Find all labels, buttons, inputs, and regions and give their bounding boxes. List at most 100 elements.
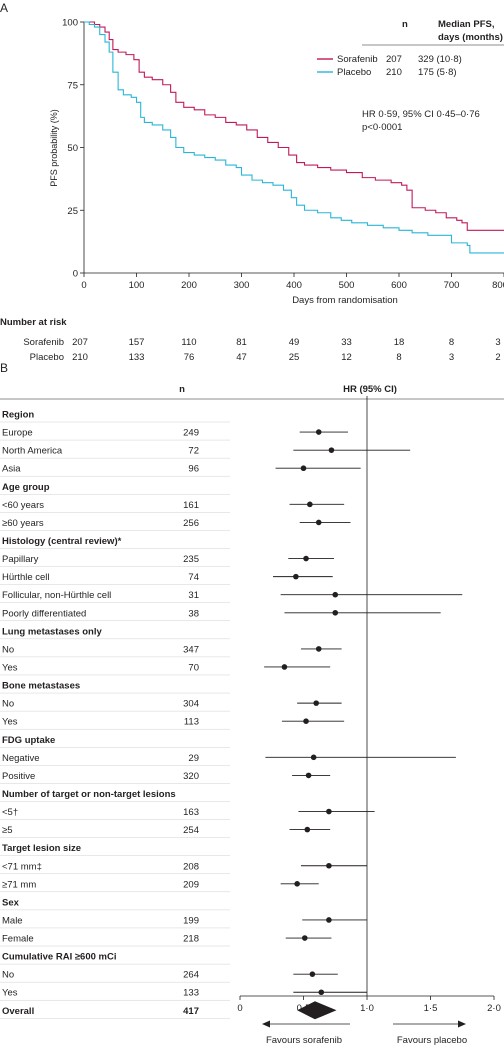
forest-point [305,772,312,779]
km-legend: n Median PFS, days (months) Sorafenib 20… [317,19,504,78]
forest-row-n: 96 [188,464,199,475]
forest-row-n: 218 [183,934,199,945]
forest-row-label: <71 mm‡ [2,861,42,872]
km-curve-sorafenib [84,21,504,231]
km-x-tick-label: 0 [81,280,86,291]
forest-point [301,935,308,941]
forest-row-label: Hürthle cell [2,572,50,583]
forest-row-n: 38 [188,608,199,619]
legend-header-median-2: days (months) [438,32,503,43]
forest-row-label: <5† [2,807,18,818]
forest-point [294,881,300,887]
legend-name-sorafenib: Sorafenib [337,54,378,65]
legend-n-sorafenib: 207 [386,54,402,65]
risk-value: 133 [129,352,145,363]
km-x-tick-label: 400 [286,280,302,291]
risk-value: 47 [236,352,247,363]
risk-table-title: Number at risk [0,317,67,328]
risk-value: 2 [495,352,500,363]
forest-row-n: 29 [188,753,199,764]
forest-point [326,862,332,869]
km-x-tick-label: 200 [181,280,197,291]
forest-row-n: 235 [183,554,199,565]
forest-point [293,573,299,580]
forest-group-heading: Age group [2,482,50,493]
forest-point [315,646,322,652]
forest-row-label: ≥71 mm [2,879,36,890]
forest-row-n: 133 [183,988,199,999]
forest-row-n: 161 [183,500,199,511]
forest-group-heading: Bone metastases [2,681,80,692]
forest-row-label: Overall [2,1006,34,1017]
km-y-tick-label: 50 [67,143,78,154]
hr-annotation-line-2: p<0·0001 [362,122,402,133]
forest-row-n: 249 [183,428,199,439]
risk-value: 33 [341,337,352,348]
risk-value: 8 [396,352,401,363]
forest-row-n: 199 [183,915,199,926]
forest-group-heading: FDG uptake [2,735,55,746]
forest-row-n: 304 [183,699,199,710]
legend-name-placebo: Placebo [337,67,371,78]
legend-median-placebo: 175 (5·8) [418,67,457,78]
panel-a-label: A [0,1,8,15]
forest-point [313,700,320,706]
forest-row-label: Yes [2,717,18,728]
forest-point [332,591,339,598]
forest-row-label: Negative [2,753,40,764]
forest-x-tick-label: 2·0 [487,1003,501,1014]
hr-annotation-line-1: HR 0·59, 95% CI 0·45–0·76 [362,109,480,120]
forest-row-n: 70 [188,662,199,673]
km-x-tick-label: 100 [129,280,145,291]
forest-x-tick-label: 1·0 [360,1003,374,1014]
forest-point [328,447,335,453]
forest-point [326,917,332,923]
risk-value: 207 [72,337,88,348]
forest-group-heading: Histology (central review)* [2,536,122,547]
risk-value: 157 [129,337,145,348]
forest-group-heading: Cumulative RAI ≥600 mCi [2,952,117,963]
risk-value: 3 [495,337,500,348]
forest-row-n: 72 [188,446,199,457]
forest-point [332,609,339,616]
forest-row-n: 264 [183,970,199,981]
forest-row-n: 417 [183,1006,199,1017]
risk-value: 12 [341,352,352,363]
forest-row-n: 320 [183,771,199,782]
forest-header-n: n [179,384,185,395]
forest-point [326,808,332,815]
forest-point [303,718,309,724]
legend-header-n: n [402,19,408,30]
km-y-tick-label: 100 [62,18,78,29]
forest-row-label: <60 years [2,500,44,511]
km-curve-placebo [84,21,504,254]
forest-plot: Region Europe 249 North America 72 Asia 96 Age … [0,396,504,1020]
forest-row-n: 256 [183,518,199,529]
km-x-tick-label: 700 [444,280,460,291]
forest-row-label: Male [2,915,23,926]
forest-row-n: 254 [183,825,199,836]
km-x-tick-label: 800 [492,280,504,291]
forest-row-label: Papillary [2,554,39,565]
risk-value: 25 [289,352,300,363]
forest-point [315,429,322,435]
favours-placebo-arrowhead [458,1020,466,1028]
legend-n-placebo: 210 [386,67,402,78]
km-y-tick-label: 25 [67,206,78,217]
forest-row-label: Poorly differentiated [2,608,86,619]
favours-sorafenib-label: Favours sorafenib [266,1035,342,1046]
forest-row-n: 209 [183,879,199,890]
forest-row-n: 113 [184,717,199,728]
risk-value: 81 [236,337,247,348]
km-plot: 0 25 50 75 100 0 100 200 300 400 500 600 700 800 [62,18,504,291]
forest-row-n: 74 [188,572,199,583]
forest-point [304,826,311,833]
forest-row-label: Female [2,934,34,945]
risk-value: 49 [289,337,300,348]
risk-value: 8 [449,337,454,348]
forest-row-n: 31 [188,590,199,601]
km-x-tick-label: 300 [234,280,250,291]
forest-x-tick-label: 1·5 [424,1003,438,1014]
risk-value: 76 [184,352,195,363]
